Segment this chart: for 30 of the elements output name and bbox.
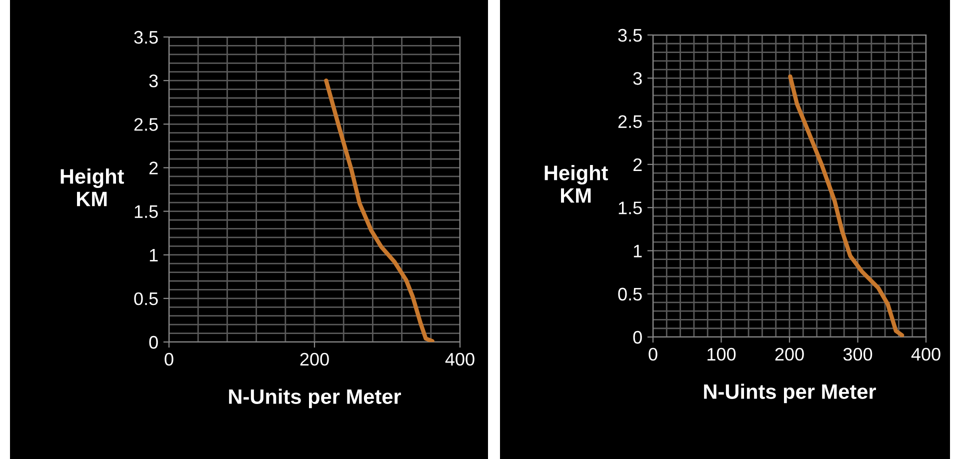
- y-tick-label: 3: [633, 72, 642, 85]
- y-tick-label: 3: [149, 74, 158, 88]
- y-tick-label: 0.5: [618, 288, 642, 301]
- y-tick-label: 2: [633, 158, 642, 171]
- y-tick-label: 1.5: [134, 205, 158, 218]
- y-tick-label: 2.5: [134, 118, 158, 131]
- x-tick-label: 100: [708, 348, 736, 361]
- y-tick-label: 2: [149, 162, 158, 174]
- y-tick-label: 3.5: [134, 30, 158, 44]
- x-tick-label: 0: [164, 352, 174, 366]
- y-axis-title: Height KM: [60, 168, 124, 206]
- y-tick-label: 1: [150, 248, 158, 262]
- x-axis-title: N-Uints per Meter: [704, 384, 876, 404]
- x-tick-label: 200: [300, 352, 329, 366]
- x-tick-label: 400: [911, 348, 940, 361]
- y-axis-title: Height KM: [544, 165, 608, 203]
- line-series: [324, 78, 434, 342]
- y-tick-label: 3.5: [618, 28, 642, 42]
- y-tick-label: 0: [149, 336, 158, 349]
- y-tick-label: 0.5: [134, 292, 158, 306]
- x-tick-label: 0: [648, 348, 658, 361]
- y-tick-label: 2.5: [618, 115, 642, 128]
- x-tick-label: 300: [843, 348, 872, 361]
- line-series: [788, 74, 904, 337]
- y-tick-label: 0: [633, 330, 642, 344]
- y-tick-label: 1.5: [618, 202, 642, 214]
- x-tick-label: 200: [775, 348, 804, 361]
- x-axis-title: N-Units per Meter: [229, 388, 402, 408]
- x-tick-label: 400: [445, 352, 474, 366]
- y-tick-label: 1: [634, 244, 642, 258]
